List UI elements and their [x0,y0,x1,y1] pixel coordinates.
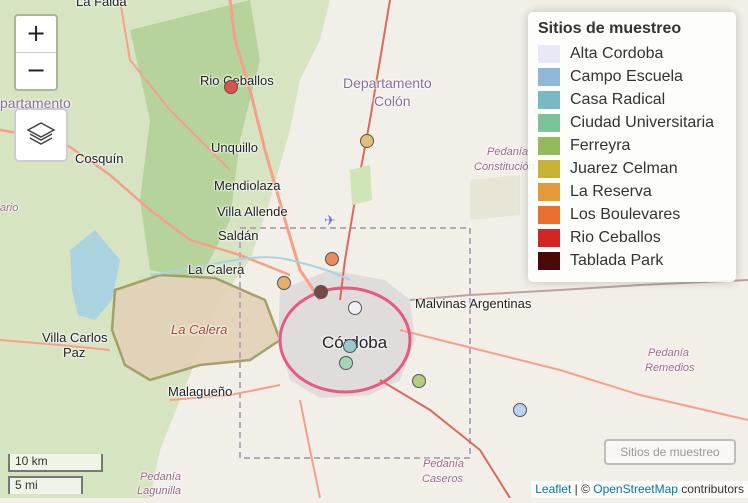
legend-label: Tablada Park [570,251,664,269]
place-label: ario [0,202,19,214]
legend-swatch [538,205,560,224]
legend-swatch [538,90,560,109]
legend-item: Tablada Park [538,249,726,272]
pedania-label: Pedanía [648,347,689,359]
legend-swatch [538,44,560,63]
layers-icon [26,122,56,145]
osm-link[interactable]: OpenStreetMap [593,482,678,496]
marker-los-boulevares[interactable] [325,252,339,266]
scale-bar: 10 km [8,454,103,472]
scale-bar-mi: 5 mi [8,476,83,494]
legend-swatch [538,159,560,178]
legend-label: Alta Cordoba [570,44,664,62]
place-label: Malvinas Argentinas [415,296,532,311]
scale-km: 10 km [8,454,103,472]
place-label: Villa Carlos [42,330,108,345]
pedania-label: Pedanía [140,471,181,483]
legend-label: La Reserva [570,182,652,200]
legend-item: La Reserva [538,180,726,203]
legend-label: Casa Radical [570,90,666,108]
legend-item: Rio Ceballos [538,226,726,249]
marker-ciudad-universitaria[interactable] [339,356,353,370]
marker-tablada-park[interactable] [314,285,328,299]
legend-label: Ciudad Universitaria [570,113,715,131]
legend-swatch [538,228,560,247]
pedania-label: Pedanía [487,146,528,158]
place-label: Mendiolaza [214,178,281,193]
zoom-out-button[interactable]: − [16,52,56,89]
legend-item: Campo Escuela [538,65,726,88]
place-label: La Falda [76,0,127,9]
sites-toggle-button[interactable]: Sitios de muestreo [604,439,736,465]
legend-item: Ferreyra [538,134,726,157]
marker-alta-cordoba[interactable] [348,301,362,315]
scale-mi: 5 mi [8,476,83,494]
place-label: Cosquín [75,151,124,166]
legend-item: Ciudad Universitaria [538,111,726,134]
place-label: Rio Ceballos [200,73,274,88]
legend-item: Alta Cordoba [538,42,726,65]
legend-swatch [538,113,560,132]
legend-item: Juarez Celman [538,157,726,180]
place-label: La Calera [188,262,245,277]
leaflet-link[interactable]: Leaflet [535,482,572,496]
place-label: Paz [63,345,86,360]
legend-label: Rio Ceballos [570,228,661,246]
marker-ferreyra[interactable] [412,374,426,388]
attribution-contrib: contributors [677,482,744,496]
attribution: Leaflet | © OpenStreetMap contributors [531,481,748,498]
legend-title: Sitios de muestreo [538,20,682,37]
place-label: partamento [0,95,71,111]
place-label: Malagueño [168,384,233,399]
area-label: La Calera [171,322,228,337]
marker-rio-ceballos[interactable] [224,80,238,94]
pedania-label: Lagunilla [137,485,182,497]
marker-juarez-celman[interactable] [360,134,374,148]
place-label: Villa Allende [217,204,288,219]
legend-label: Los Boulevares [570,205,681,223]
pedania-label: Pedanía [423,458,464,470]
legend-label: Ferreyra [570,136,631,154]
marker-la-reserva[interactable] [277,276,291,290]
pedania-label: Constitución [474,161,535,173]
legend: Sitios de muestreo Alta Cordoba Campo Esc… [528,12,736,282]
legend-item: Los Boulevares [538,203,726,226]
attribution-sep: | © [571,482,594,496]
legend-label: Juarez Celman [570,159,678,177]
place-label: Saldán [218,228,259,243]
dept-label: Departamento [343,75,432,91]
legend-item: Casa Radical [538,88,726,111]
legend-swatch [538,182,560,201]
marker-casa-radical[interactable] [343,339,357,353]
legend-swatch [538,136,560,155]
layers-control-button[interactable] [14,108,68,162]
pedania-label: Caseros [422,473,463,485]
legend-swatch [538,67,560,86]
pedania-label: Remedios [645,362,695,374]
marker-campo-escuela[interactable] [513,403,527,417]
dept-label: Colón [374,93,411,109]
legend-swatch [538,251,560,270]
airport-icon: ✈ [324,212,336,228]
place-label: Unquillo [211,140,258,155]
zoom-control: + − [14,14,58,91]
zoom-in-button[interactable]: + [25,19,47,47]
legend-label: Campo Escuela [570,67,683,85]
